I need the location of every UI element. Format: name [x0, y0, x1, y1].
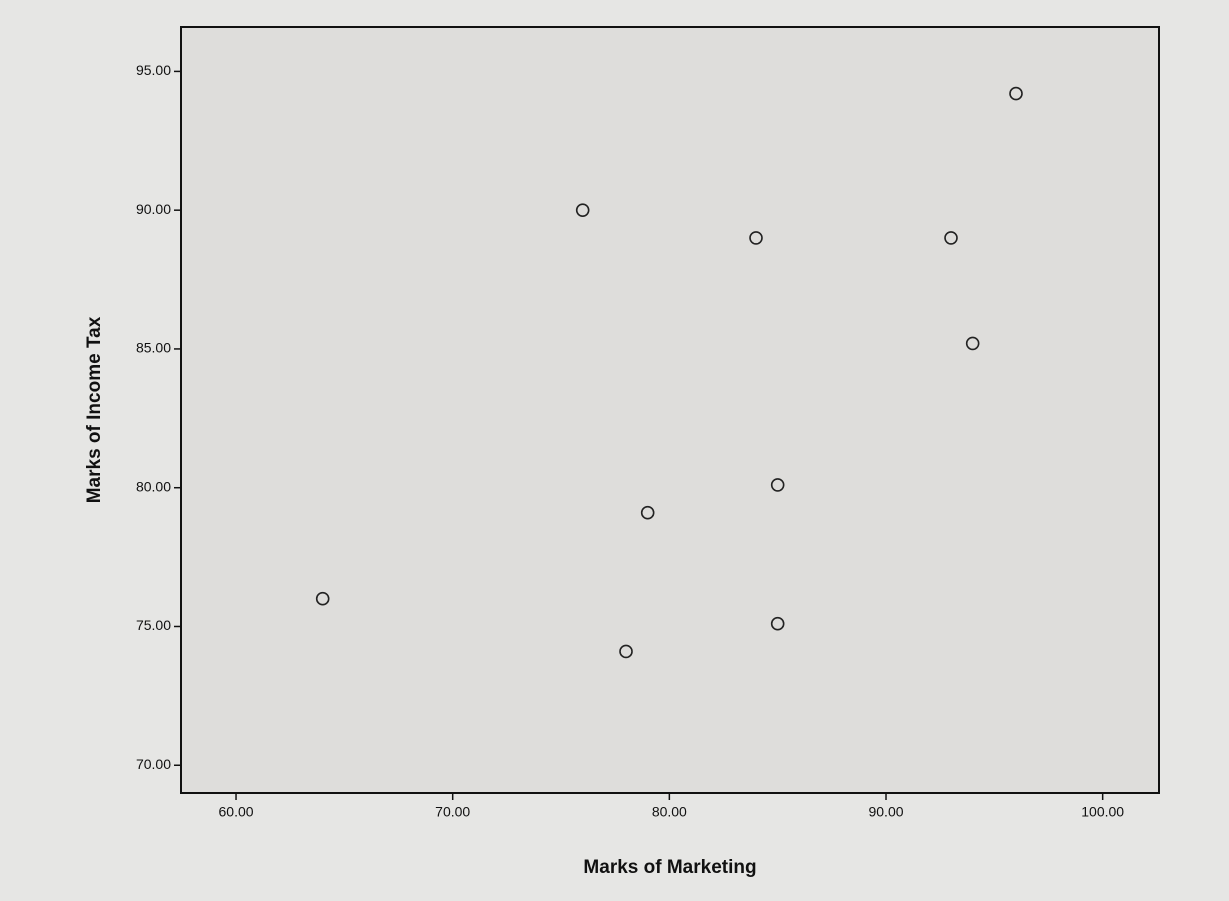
point	[965, 336, 980, 351]
x-tick-label: 100.00	[1081, 804, 1124, 820]
plot-area	[180, 26, 1160, 794]
point	[575, 203, 590, 217]
point	[944, 231, 958, 245]
y-tick-label: 80.00	[136, 478, 171, 494]
point	[1009, 86, 1023, 101]
x-axis-title: Marks of Marketing	[583, 857, 756, 878]
y-axis-title: Marks of Income Tax	[84, 316, 105, 503]
y-tick-label: 70.00	[136, 756, 171, 772]
x-tick-label: 80.00	[652, 804, 687, 820]
point	[315, 591, 330, 606]
point	[749, 231, 763, 245]
point	[770, 616, 785, 631]
y-tick-label: 95.00	[136, 62, 171, 78]
y-tick-label: 90.00	[136, 201, 171, 217]
point	[770, 478, 785, 492]
x-tick-label: 90.00	[868, 804, 903, 820]
point	[640, 505, 655, 520]
y-tick-label: 85.00	[136, 340, 171, 356]
x-tick-label: 70.00	[435, 804, 470, 820]
x-tick-label: 60.00	[219, 804, 254, 820]
point	[619, 644, 633, 659]
y-tick-label: 75.00	[136, 617, 171, 633]
